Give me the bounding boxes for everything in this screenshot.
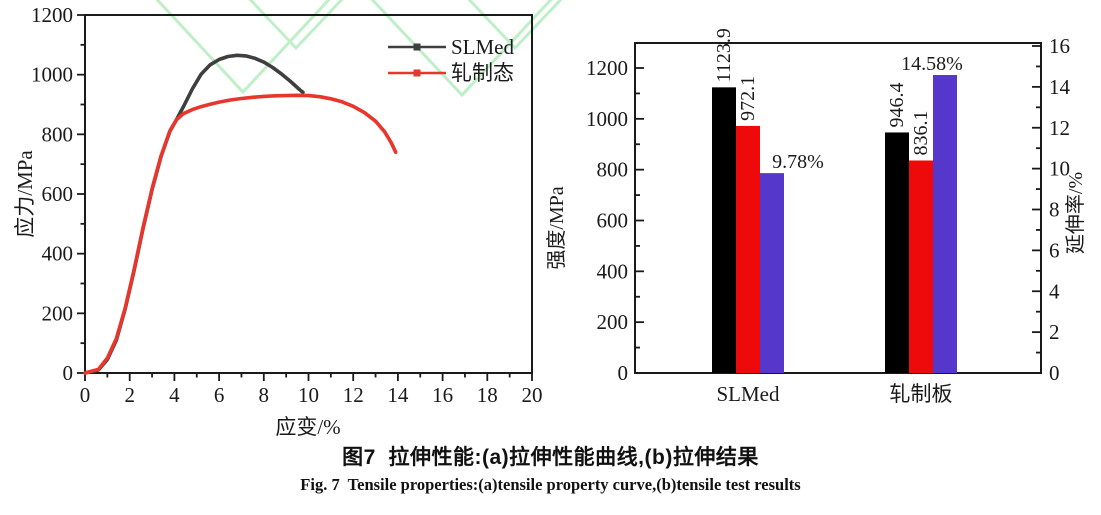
- bar-strength-bar-2: [909, 160, 933, 373]
- legend-marker: [413, 69, 421, 77]
- bar-strength-bar-1: [712, 87, 736, 373]
- y-tick-label: 1000: [31, 63, 73, 87]
- left-tick-label: 200: [597, 310, 629, 334]
- left-tick-label: 800: [597, 158, 629, 182]
- right-tick-label: 16: [1049, 34, 1070, 58]
- plot-frame: [634, 42, 1042, 374]
- caption-chinese: 图7 拉伸性能:(a)拉伸性能曲线,(b)拉伸结果: [342, 446, 759, 469]
- bar-elongation-bar: [933, 75, 957, 374]
- bar-value-label: 946.4: [886, 82, 908, 127]
- right-tick-label: 0: [1049, 361, 1060, 385]
- x-tick-label: 6: [214, 383, 225, 407]
- right-tick-label: 14: [1049, 75, 1071, 99]
- y-tick-label: 600: [42, 182, 74, 206]
- right-tick-label: 8: [1049, 198, 1060, 222]
- right-tick-label: 2: [1049, 320, 1060, 344]
- y-tick-label: 800: [42, 122, 74, 146]
- bar-strength-bar-1: [885, 132, 909, 373]
- bar-value-label: 836.1: [910, 110, 932, 155]
- x-tick-label: 2: [124, 383, 135, 407]
- x-tick-label: 8: [259, 383, 270, 407]
- stress-strain-chart: 0 2 4 6 8 10 12 14 16 18 20020040060080010001200应力…: [13, 3, 543, 439]
- caption-english: Fig. 7 Tensile properties:(a)tensile pro…: [300, 475, 801, 494]
- x-tick-label: 16: [432, 383, 453, 407]
- left-tick-label: 400: [597, 259, 629, 283]
- x-tick-label: 12: [343, 383, 364, 407]
- x-tick-label: 10: [298, 383, 319, 407]
- curve-轧制态: [83, 93, 398, 375]
- bar-elongation-bar: [760, 173, 784, 373]
- right-tick-label: 12: [1049, 116, 1070, 140]
- bar-value-label: 1123.9: [713, 28, 735, 82]
- y-tick-label: 0: [63, 361, 74, 385]
- figure-caption: 图7 拉伸性能:(a)拉伸性能曲线,(b)拉伸结果 Fig. 7 Tensile…: [0, 441, 1101, 495]
- bar-value-label: 14.58%: [901, 53, 963, 75]
- category-label: 轧制板: [890, 382, 953, 406]
- curve-SLMed: [83, 53, 305, 375]
- left-tick-label: 600: [597, 209, 629, 233]
- x-tick-label: 0: [80, 383, 91, 407]
- right-tick-label: 4: [1049, 279, 1060, 303]
- legend-label: SLMed: [451, 35, 515, 59]
- right-tick-label: 10: [1049, 157, 1070, 181]
- category-label: SLMed: [717, 382, 781, 406]
- left-tick-label: 1200: [586, 56, 628, 80]
- y-axis-title: 应力/MPa: [13, 150, 37, 238]
- x-axis-title: 应变/%: [275, 415, 340, 439]
- right-tick-label: 6: [1049, 238, 1060, 262]
- left-tick-label: 0: [618, 361, 629, 385]
- legend-marker: [413, 43, 421, 51]
- x-tick-label: 18: [477, 383, 498, 407]
- y-tick-label: 200: [42, 301, 74, 325]
- bar-strength-bar-2: [736, 125, 760, 373]
- x-tick-label: 4: [169, 383, 180, 407]
- legend-label: 轧制态: [451, 61, 514, 85]
- left-axis-title: 强度/MPa: [545, 186, 568, 269]
- right-axis-title: 延伸率/%: [1064, 172, 1087, 254]
- x-tick-label: 14: [387, 383, 409, 407]
- y-tick-label: 1200: [31, 3, 73, 27]
- left-tick-label: 1000: [586, 107, 628, 131]
- y-tick-label: 400: [42, 242, 74, 266]
- strength-elongation-bar-chart: 0 200 400 600 800 1000 1200 0 2 4 6 8 10 12 14 16 强度/MPa…: [545, 28, 1087, 406]
- x-tick-label: 20: [522, 383, 543, 407]
- bar-value-label: 972.1: [737, 76, 759, 121]
- bar-value-label: 9.78%: [772, 151, 824, 173]
